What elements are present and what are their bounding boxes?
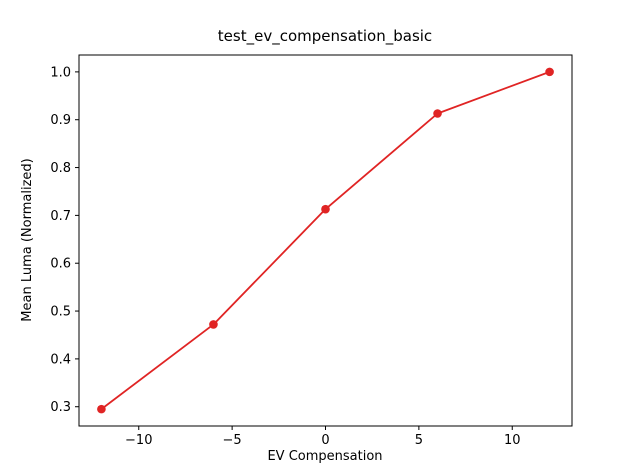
y-tick-label: 0.5 xyxy=(50,305,71,320)
chart-title: test_ev_compensation_basic xyxy=(218,27,432,46)
y-tick-label: 0.8 xyxy=(50,161,71,176)
y-tick-label: 1.0 xyxy=(50,65,71,80)
y-tick-label: 0.3 xyxy=(50,400,71,415)
y-axis-label: Mean Luma (Normalized) xyxy=(20,158,35,321)
plot-area: −10 −5 0 5 10 0.3 0.4 0.5 0.6 0.7 0.8 0.9 1.0 xyxy=(50,54,573,448)
x-tick-label: −5 xyxy=(223,433,242,448)
data-point-marker xyxy=(209,320,218,329)
data-point-marker xyxy=(97,404,106,414)
y-tick-label: 0.9 xyxy=(50,113,71,128)
y-tick-label: 0.6 xyxy=(50,257,71,272)
x-tick-label: 5 xyxy=(415,433,423,448)
x-tick-label: 0 xyxy=(321,433,329,448)
data-point-marker xyxy=(321,204,330,214)
x-tick-label: 10 xyxy=(504,433,521,448)
y-tick-label: 0.7 xyxy=(50,209,71,224)
data-point-marker xyxy=(433,109,442,118)
y-tick-label: 0.4 xyxy=(50,352,71,367)
x-axis-label: EV Compensation xyxy=(267,449,382,464)
data-point-marker xyxy=(545,67,554,77)
x-tick-label: −10 xyxy=(125,433,152,448)
